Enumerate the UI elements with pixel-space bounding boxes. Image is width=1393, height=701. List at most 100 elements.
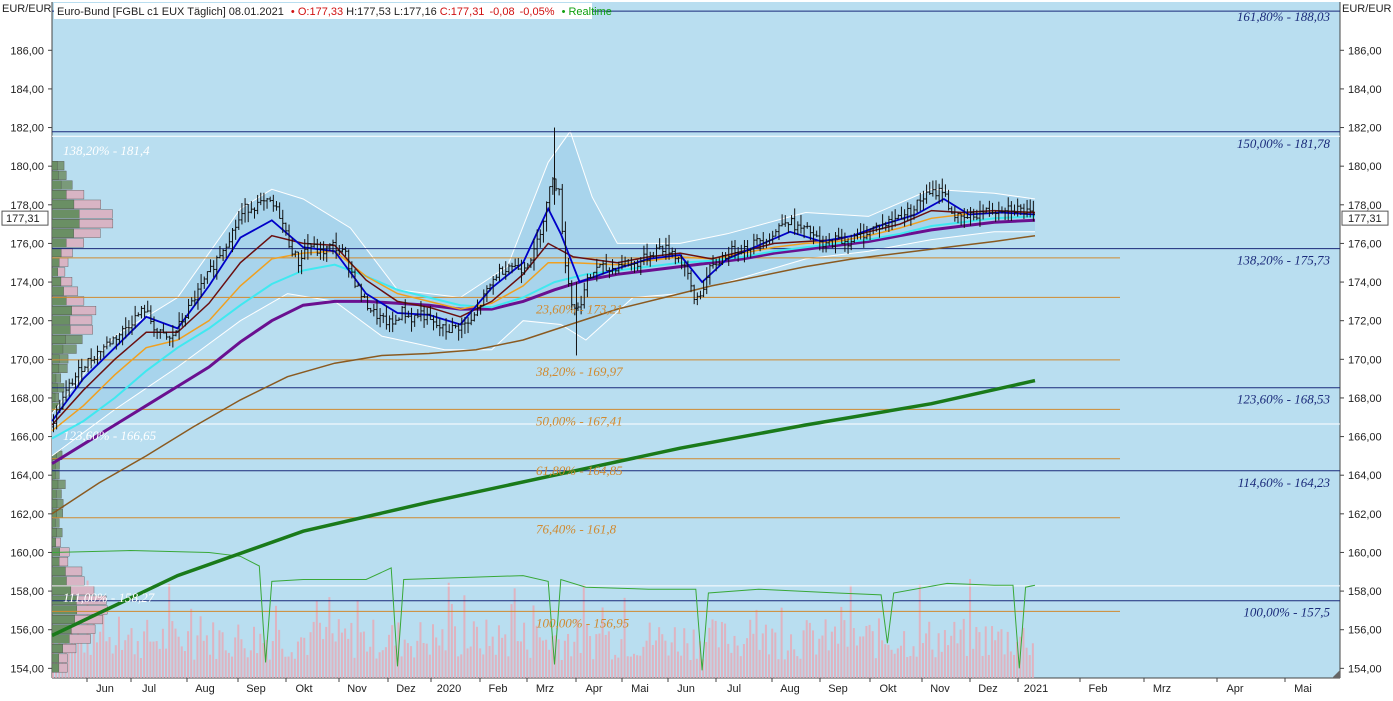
volume-bar — [177, 636, 180, 678]
left-unit-label: EUR/EUR — [2, 3, 52, 15]
profile-bar-inner — [51, 576, 67, 586]
volume-bar — [149, 641, 152, 678]
volume-bar — [582, 584, 585, 678]
volume-bar — [601, 607, 604, 678]
volume-bar — [290, 652, 293, 678]
volume-bar — [541, 640, 544, 678]
volume-bar — [337, 619, 340, 678]
volume-bar — [67, 648, 70, 678]
profile-bar-inner — [51, 228, 74, 238]
volume-bar — [768, 654, 771, 678]
volume-bar — [680, 655, 683, 678]
volume-bar — [840, 606, 843, 678]
volume-bar — [516, 641, 519, 678]
y-tick-label-left: 158,00 — [10, 586, 44, 598]
volume-bar — [991, 626, 994, 678]
fib-label-left: 111,00% - 158,27 — [63, 590, 155, 605]
long-ma-path — [51, 378, 1036, 638]
profile-bar-inner — [51, 363, 60, 373]
volume-bar — [209, 654, 212, 678]
profile-bar-inner — [51, 296, 67, 306]
profile-bar-inner — [51, 528, 57, 538]
volume-bar — [344, 628, 347, 678]
volume-bar — [124, 640, 127, 678]
volume-bar — [683, 628, 686, 678]
y-tick-label-left: 180,00 — [10, 161, 44, 173]
volume-bar — [117, 616, 120, 678]
x-tick-label: Sep — [246, 683, 266, 695]
volume-bar — [727, 643, 730, 678]
volume-bar — [975, 626, 978, 678]
header-open: O:177,33 — [298, 6, 343, 18]
volume-bar — [315, 600, 318, 678]
volume-bar — [708, 627, 711, 678]
profile-bar-inner — [51, 470, 56, 480]
y-tick-label-left: 176,00 — [10, 238, 44, 250]
profile-bar-inner — [51, 460, 56, 470]
y-tick-label-right: 176,00 — [1348, 238, 1382, 250]
volume-bar — [695, 658, 698, 678]
volume-bar — [749, 619, 752, 678]
y-tick-label-right: 174,00 — [1348, 277, 1382, 289]
fib-label-right: 123,60% - 168,53 — [1237, 392, 1331, 407]
moving-average-path — [51, 234, 1036, 515]
y-tick-label-left: 182,00 — [10, 123, 44, 135]
volume-bar — [560, 659, 563, 678]
volume-bar — [523, 622, 526, 678]
bollinger-lower — [51, 231, 1035, 457]
volume-bar — [416, 640, 419, 678]
volume-bar — [774, 632, 777, 678]
volume-bar — [309, 632, 312, 678]
volume-bar — [950, 635, 953, 678]
volume-bar — [730, 652, 733, 678]
fib-label-mid: 100,00% - 156,95 — [536, 615, 630, 630]
volume-bar — [852, 628, 855, 678]
volume-bar — [953, 621, 956, 678]
x-tick-label: Mrz — [536, 683, 554, 695]
volume-bar — [645, 640, 648, 678]
profile-bar-inner — [51, 315, 71, 325]
volume-bar — [987, 654, 990, 678]
volume-bar — [937, 633, 940, 678]
volume-bar — [538, 637, 541, 678]
volume-bar — [240, 639, 243, 678]
y-tick-label-left: 168,00 — [10, 393, 44, 405]
y-tick-label-right: 184,00 — [1348, 84, 1382, 96]
volume-bar — [381, 650, 384, 678]
volume-bar — [658, 627, 661, 678]
x-tick-label: Mai — [631, 683, 649, 695]
volume-bar — [717, 647, 720, 678]
volume-bar — [334, 641, 337, 678]
resize-handle-icon[interactable] — [1332, 670, 1340, 678]
volume-bar — [497, 625, 500, 678]
y-tick-label-right: 170,00 — [1348, 354, 1382, 366]
volume-bar — [673, 627, 676, 678]
volume-bar — [83, 652, 86, 678]
volume-bar — [567, 633, 570, 678]
x-tick-label: Dez — [978, 683, 998, 695]
volume-bar — [139, 657, 142, 678]
profile-bar-inner — [51, 180, 62, 190]
y-tick-label-left: 186,00 — [10, 45, 44, 57]
volume-bar — [221, 632, 224, 678]
x-tick-label: Apr — [585, 683, 602, 695]
fib-label-right: 114,60% - 164,23 — [1238, 475, 1331, 490]
volume-bar — [378, 652, 381, 678]
volume-bar — [1025, 647, 1028, 678]
y-tick-label-right: 172,00 — [1348, 316, 1382, 328]
volume-bar — [171, 621, 174, 678]
volume-bar — [384, 647, 387, 678]
volume-bar — [375, 658, 378, 678]
volume-bar — [513, 588, 516, 678]
volume-bar — [70, 632, 73, 678]
y-tick-label-left: 174,00 — [10, 277, 44, 289]
volume-bar — [802, 630, 805, 678]
header-change-pct: -0,05% — [520, 6, 555, 18]
volume-bar — [862, 636, 865, 678]
volume-bar — [877, 618, 880, 678]
volume-bar — [849, 585, 852, 678]
volume-bar — [642, 646, 645, 678]
volume-bar — [121, 649, 124, 678]
fib-label-mid: 23,60% - 173,21 — [536, 301, 623, 316]
